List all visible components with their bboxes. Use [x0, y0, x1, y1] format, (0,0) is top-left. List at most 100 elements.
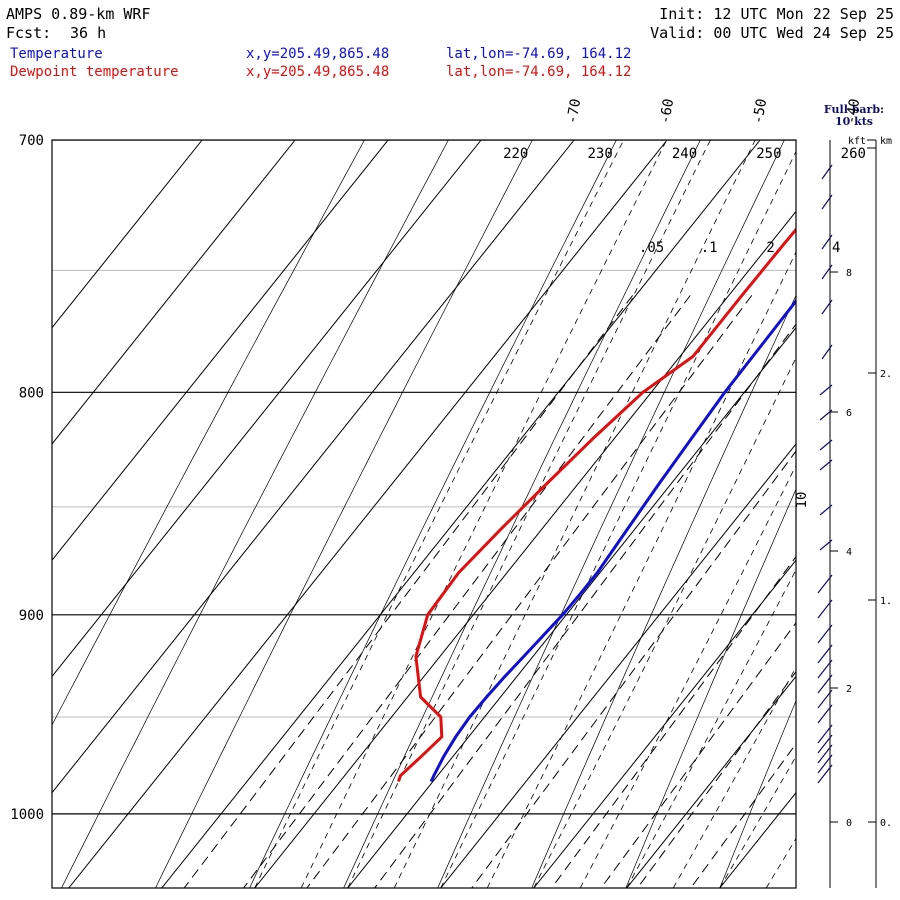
isotherm-label: -70 — [564, 97, 584, 125]
mixing-ratio-line — [600, 621, 796, 888]
wind-barb — [817, 689, 833, 709]
dry-adiabat-line — [155, 140, 533, 888]
theta-label: 240 — [672, 146, 697, 162]
dry-adiabat-line — [343, 140, 701, 888]
wind-barb — [819, 439, 833, 451]
kft-label: kft — [848, 136, 866, 147]
dry-adiabat-line — [52, 140, 365, 726]
km-label: km — [880, 136, 892, 147]
legend-dewpoint-label: Dewpoint temperature — [10, 64, 179, 80]
legend-temperature-label: Temperature — [10, 46, 103, 62]
dewpoint-profile — [397, 227, 796, 782]
wind-barb — [817, 754, 833, 774]
wind-barb — [817, 734, 833, 754]
moist-adiabat-line — [300, 140, 668, 888]
moist-adiabat-line — [579, 464, 796, 888]
dry-adiabat-line — [437, 140, 785, 888]
wind-barb — [819, 504, 833, 516]
wind-barb — [817, 744, 833, 764]
isotherm-line — [254, 210, 796, 888]
moist-adiabat-line — [859, 140, 900, 888]
dry-adiabat-line — [531, 294, 796, 888]
wind-barb — [819, 539, 833, 551]
wind-barb — [817, 599, 833, 619]
wind-barb — [817, 674, 833, 694]
wind-barb — [821, 164, 833, 180]
isotherm-line — [52, 140, 296, 445]
wind-speed-label: 10 — [794, 492, 810, 509]
mixing-ratio-line — [551, 555, 796, 888]
moist-adiabat-line — [813, 140, 900, 888]
mixing-ratio-line — [183, 295, 634, 888]
forecast-hour: Fcst: 36 h — [6, 24, 106, 42]
mixing-ratio-line — [374, 323, 796, 888]
wind-barb — [819, 384, 833, 396]
valid-time: Valid: 00 UTC Wed 24 Sep 25 — [650, 24, 894, 42]
wind-barb — [817, 659, 833, 679]
wind-barb — [817, 624, 833, 644]
mixing-ratio-label: .1 — [701, 240, 718, 256]
kft-tick-label: 8 — [846, 268, 852, 279]
mixing-ratio-line — [471, 450, 796, 888]
isotherm-line — [533, 559, 796, 888]
moist-adiabat-line — [440, 150, 796, 888]
pressure-tick-label: 900 — [19, 608, 44, 624]
isotherm-line — [161, 140, 761, 888]
isotherm-line — [52, 140, 389, 561]
data-layer — [397, 227, 796, 783]
km-tick-label: 1. — [880, 596, 892, 607]
grid-layer — [52, 140, 900, 888]
kft-tick-label: 6 — [846, 408, 852, 419]
wind-barb — [821, 264, 833, 280]
wind-barb — [817, 724, 833, 744]
legend-temperature-xy: x,y=205.49,865.48 — [246, 46, 389, 62]
dry-adiabat-line — [814, 140, 900, 888]
mixing-ratio-line — [637, 670, 796, 888]
barb-legend-line2: 10 kts — [835, 115, 873, 128]
label-layer: 7008009001000-70-60-50-40-30-20-10022023… — [10, 97, 866, 822]
wind-layer: 10 — [794, 164, 833, 784]
moist-adiabat-line — [719, 755, 796, 888]
wind-barb — [817, 764, 833, 784]
init-time: Init: 12 UTC Mon 22 Sep 25 — [659, 5, 894, 23]
dry-adiabat-line — [719, 699, 796, 888]
dry-adiabat-line — [625, 488, 796, 888]
theta-label: 260 — [841, 146, 866, 162]
mixing-ratio-line — [690, 742, 796, 888]
wind-barb — [821, 299, 833, 315]
mixing-ratio-label: 2 — [766, 240, 774, 256]
isotherm-line — [52, 140, 575, 794]
wind-barb — [817, 644, 833, 664]
height-ticks-layer: 8 6 4 2 0 2. 1. 0. — [830, 268, 892, 829]
mixing-ratio-line — [243, 295, 691, 888]
wind-barb — [817, 574, 833, 594]
moist-adiabat-line — [672, 666, 796, 888]
isotherm-line — [626, 675, 796, 888]
legend-dewpoint-latlon: lat,lon=-74.69, 164.12 — [446, 64, 631, 80]
mixing-ratio-label: 4 — [832, 240, 840, 256]
wind-barb — [821, 234, 833, 250]
isotherm-label: -60 — [657, 97, 677, 125]
moist-adiabat-line — [254, 140, 625, 888]
theta-label: 220 — [503, 146, 528, 162]
mixing-ratio-label: .05 — [639, 240, 664, 256]
pressure-tick-label: 800 — [19, 385, 44, 401]
mixing-ratio-line — [306, 295, 753, 888]
wind-barb — [821, 344, 833, 360]
isotherm-line — [52, 140, 203, 329]
dry-adiabat-line — [61, 140, 449, 888]
kft-tick-label: 2 — [846, 684, 852, 695]
barb-legend-line1: Full barb: — [824, 103, 884, 116]
theta-label: 230 — [587, 146, 612, 162]
isotherm-line — [68, 140, 668, 888]
isotherm-label: -40 — [843, 97, 863, 125]
legend-temperature-latlon: lat,lon=-74.69, 164.12 — [446, 46, 631, 62]
moist-adiabat-line — [533, 356, 796, 888]
wind-barb — [821, 194, 833, 210]
pressure-tick-label: 700 — [19, 133, 44, 149]
wind-barb — [819, 459, 833, 471]
km-tick-label: 2. — [880, 369, 892, 380]
wind-barb — [817, 704, 833, 724]
kft-tick-label: 0 — [846, 818, 852, 829]
